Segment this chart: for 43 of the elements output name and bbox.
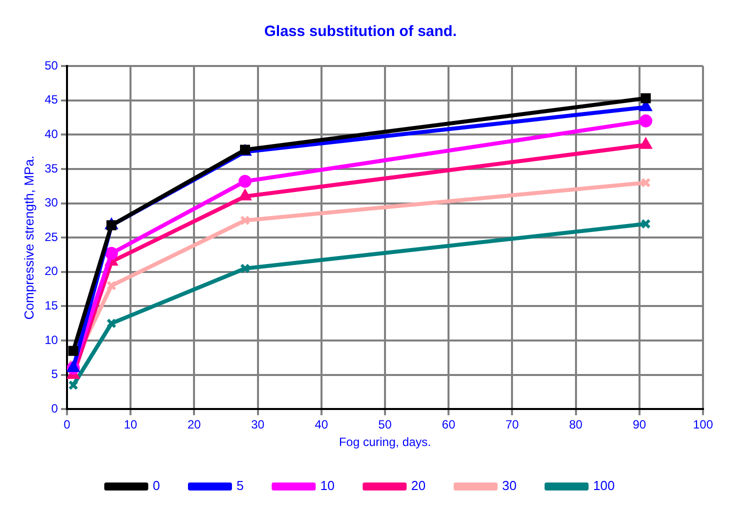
point	[639, 114, 652, 128]
legend-label: 10	[320, 478, 335, 494]
x-axis-title: Fog curing, days.	[338, 435, 431, 450]
x-tick-label: 90	[632, 418, 646, 432]
point	[106, 220, 117, 230]
y-tick-label: 20	[44, 264, 58, 278]
legend-label: 5	[236, 478, 244, 494]
x-tick-label: 20	[187, 418, 202, 432]
legend-label: 20	[411, 478, 426, 494]
y-tick-label: 50	[44, 58, 58, 72]
x-tick-label: 100	[692, 418, 714, 432]
point	[68, 346, 78, 356]
x-tick-label: 60	[442, 418, 456, 432]
y-tick-label: 0	[51, 402, 58, 416]
y-tick-label: 40	[44, 126, 58, 141]
x-tick-label: 30	[251, 418, 265, 432]
y-tick-label: 10	[44, 332, 58, 347]
y-tick-label: 25	[44, 230, 58, 244]
legend-label: 0	[152, 478, 160, 494]
y-tick-label: 35	[44, 161, 58, 176]
x-tick-label: 80	[569, 418, 583, 432]
x-tick-label: 0	[64, 418, 71, 432]
chart-title: Glass substitution of sand.	[264, 23, 457, 40]
y-axis-title: Compressive strength, MPa.	[21, 156, 36, 320]
x-tick-label: 10	[124, 418, 138, 432]
y-tick-label: 30	[44, 196, 58, 210]
point	[640, 138, 652, 149]
point	[239, 190, 251, 200]
y-tick-label: 45	[44, 92, 58, 107]
point	[106, 280, 117, 291]
point	[238, 174, 252, 188]
point	[106, 318, 117, 328]
legend-label: 30	[502, 478, 517, 494]
y-tick-label: 15	[44, 298, 58, 313]
x-tick-label: 50	[378, 418, 392, 432]
x-tick-label: 40	[314, 418, 328, 432]
legend-label: 100	[593, 478, 615, 494]
point	[240, 215, 250, 226]
point	[640, 93, 651, 104]
y-tick-label: 5	[51, 367, 58, 382]
x-tick-label: 70	[506, 418, 520, 432]
point	[104, 246, 118, 260]
point	[240, 263, 250, 274]
